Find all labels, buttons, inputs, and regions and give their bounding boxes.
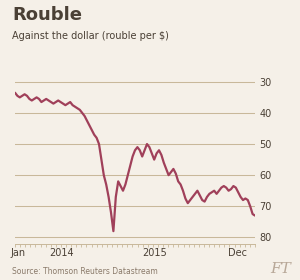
Text: Rouble: Rouble [12, 6, 82, 24]
Text: FT: FT [270, 262, 291, 276]
Text: Source: Thomson Reuters Datastream: Source: Thomson Reuters Datastream [12, 267, 158, 276]
Text: Against the dollar (rouble per $): Against the dollar (rouble per $) [12, 31, 169, 41]
